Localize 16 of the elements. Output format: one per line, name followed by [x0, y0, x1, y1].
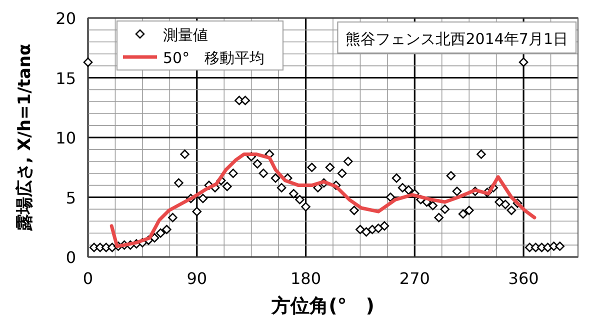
x-tick-label: 180: [290, 269, 322, 288]
x-tick-label: 0: [82, 269, 94, 288]
x-tick-label: 360: [508, 269, 539, 288]
y-tick-label: 20: [56, 9, 76, 28]
legend-label: 測量値: [163, 26, 208, 44]
y-tick-label: 0: [66, 248, 76, 267]
annotation: 熊谷フェンス北西2014年7月1日: [337, 22, 576, 54]
y-tick-label: 5: [66, 188, 76, 208]
y-axis-title: 露場広さ, X/h=1/tanα: [15, 44, 35, 232]
y-tick-label: 15: [56, 68, 76, 88]
x-axis-title: 方位角(° ): [270, 295, 374, 317]
x-tick-label: 90: [186, 269, 208, 288]
annotation: 熊谷フェンス北西2014年7月1日: [346, 30, 568, 48]
y-tick-label: 10: [56, 128, 76, 148]
legend-label: 50° 移動平均: [163, 49, 265, 67]
x-tick-label: 270: [399, 269, 430, 288]
